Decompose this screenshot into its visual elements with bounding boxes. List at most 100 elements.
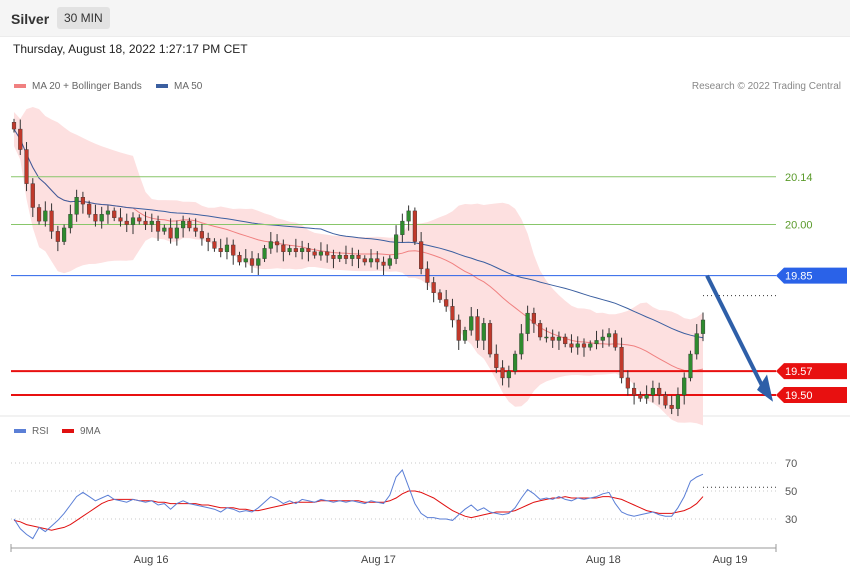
legend-rsi-label: RSI bbox=[32, 426, 49, 437]
candle-body bbox=[632, 387, 637, 396]
candle-body bbox=[481, 323, 486, 341]
candle-body bbox=[43, 210, 48, 222]
ma50-swatch-icon bbox=[156, 84, 168, 89]
instrument-name: Silver bbox=[11, 11, 50, 27]
level-label-19.57: 19.57 bbox=[785, 366, 813, 378]
candle-body bbox=[387, 258, 392, 266]
level-tag-19.57 bbox=[776, 363, 847, 380]
candle-body bbox=[350, 255, 355, 259]
candle-body bbox=[87, 203, 92, 215]
candle-body bbox=[306, 248, 311, 252]
legend-rsi-ma: 9MA bbox=[62, 426, 101, 437]
candle-body bbox=[431, 282, 436, 293]
candle-body bbox=[469, 316, 474, 331]
rsi-swatch-icon bbox=[14, 429, 26, 434]
candle-body bbox=[124, 220, 129, 225]
candle-body bbox=[325, 251, 330, 256]
candle-body bbox=[638, 394, 643, 399]
candle-body bbox=[199, 231, 204, 239]
candle-body bbox=[550, 336, 555, 341]
candle-body bbox=[281, 244, 286, 252]
candle-body bbox=[155, 220, 161, 232]
candle-body bbox=[74, 197, 79, 215]
candle-body bbox=[600, 336, 605, 341]
candle-body bbox=[581, 343, 587, 348]
candle-body bbox=[650, 387, 655, 396]
timeframe-button[interactable]: 30 MIN bbox=[57, 7, 110, 29]
candle-body bbox=[556, 336, 562, 341]
candle-body bbox=[394, 234, 399, 259]
ma20-swatch-icon bbox=[14, 84, 26, 89]
level-label-20.14: 20.14 bbox=[785, 172, 813, 184]
candle-body bbox=[62, 227, 67, 242]
candle-body bbox=[206, 237, 211, 242]
title-bar: Silver 30 MIN bbox=[0, 0, 850, 37]
candle-body bbox=[625, 377, 630, 389]
legend-ma20-label: MA 20 + Bollinger Bands bbox=[32, 81, 142, 92]
candle-body bbox=[575, 343, 580, 348]
candle-body bbox=[462, 329, 468, 341]
candle-body bbox=[174, 227, 179, 239]
rsi-tick-label: 50 bbox=[785, 486, 797, 498]
candle-body bbox=[613, 333, 618, 348]
candle-body bbox=[99, 214, 104, 222]
legend-rsi: RSI bbox=[14, 426, 49, 437]
candle-body bbox=[506, 370, 511, 379]
candle-body bbox=[694, 333, 699, 355]
candle-body bbox=[663, 394, 668, 406]
candle-body bbox=[525, 312, 530, 334]
rsi-tick-label: 30 bbox=[785, 514, 797, 526]
candle-body bbox=[456, 319, 461, 341]
candle-body bbox=[274, 241, 280, 246]
candle-body bbox=[563, 336, 568, 345]
candle-body bbox=[675, 394, 681, 409]
level-label-20.00: 20.00 bbox=[785, 220, 813, 232]
time-tick-label: Aug 16 bbox=[134, 554, 169, 566]
candle-body bbox=[500, 367, 505, 379]
candle-body bbox=[249, 258, 255, 266]
candle-body bbox=[356, 255, 361, 259]
candle-body bbox=[519, 333, 524, 355]
candle-body bbox=[24, 149, 29, 184]
candle-body bbox=[337, 255, 342, 259]
time-tick-label: Aug 18 bbox=[586, 554, 621, 566]
rsi-line bbox=[13, 469, 704, 540]
candle-body bbox=[381, 261, 386, 266]
candle-body bbox=[513, 353, 518, 372]
ma50-line bbox=[13, 128, 704, 339]
candle-body bbox=[130, 217, 136, 225]
candle-body bbox=[105, 210, 111, 215]
candle-body bbox=[36, 207, 42, 222]
candle-body bbox=[181, 220, 186, 229]
candle-body bbox=[375, 258, 380, 263]
forecast-arrow-head bbox=[757, 374, 773, 402]
rsi-ma-swatch-icon bbox=[62, 429, 74, 434]
candle-body bbox=[362, 258, 367, 263]
candle-body bbox=[544, 336, 549, 339]
candle-body bbox=[18, 128, 23, 150]
candle-body bbox=[30, 183, 35, 208]
candle-body bbox=[444, 299, 449, 307]
candle-body bbox=[606, 333, 612, 338]
legend-ma50-label: MA 50 bbox=[174, 81, 203, 92]
candle-body bbox=[55, 231, 60, 242]
candle-body bbox=[531, 312, 536, 324]
candle-body bbox=[256, 258, 261, 266]
candle-body bbox=[669, 404, 674, 409]
candle-body bbox=[368, 258, 374, 263]
candle-body bbox=[331, 255, 336, 259]
candle-body bbox=[137, 217, 142, 222]
candle-body bbox=[11, 122, 17, 130]
candle-body bbox=[406, 210, 411, 222]
candle-body bbox=[400, 220, 405, 235]
candle-body bbox=[168, 227, 173, 239]
candle-body bbox=[594, 340, 599, 345]
candle-body bbox=[412, 210, 417, 242]
candle-body bbox=[300, 248, 305, 252]
level-tag-19.50 bbox=[776, 386, 847, 403]
legend-ma50: MA 50 bbox=[156, 81, 202, 92]
legend-rsi-ma-label: 9MA bbox=[80, 426, 101, 437]
candle-body bbox=[231, 244, 236, 256]
candle-body bbox=[437, 292, 443, 300]
